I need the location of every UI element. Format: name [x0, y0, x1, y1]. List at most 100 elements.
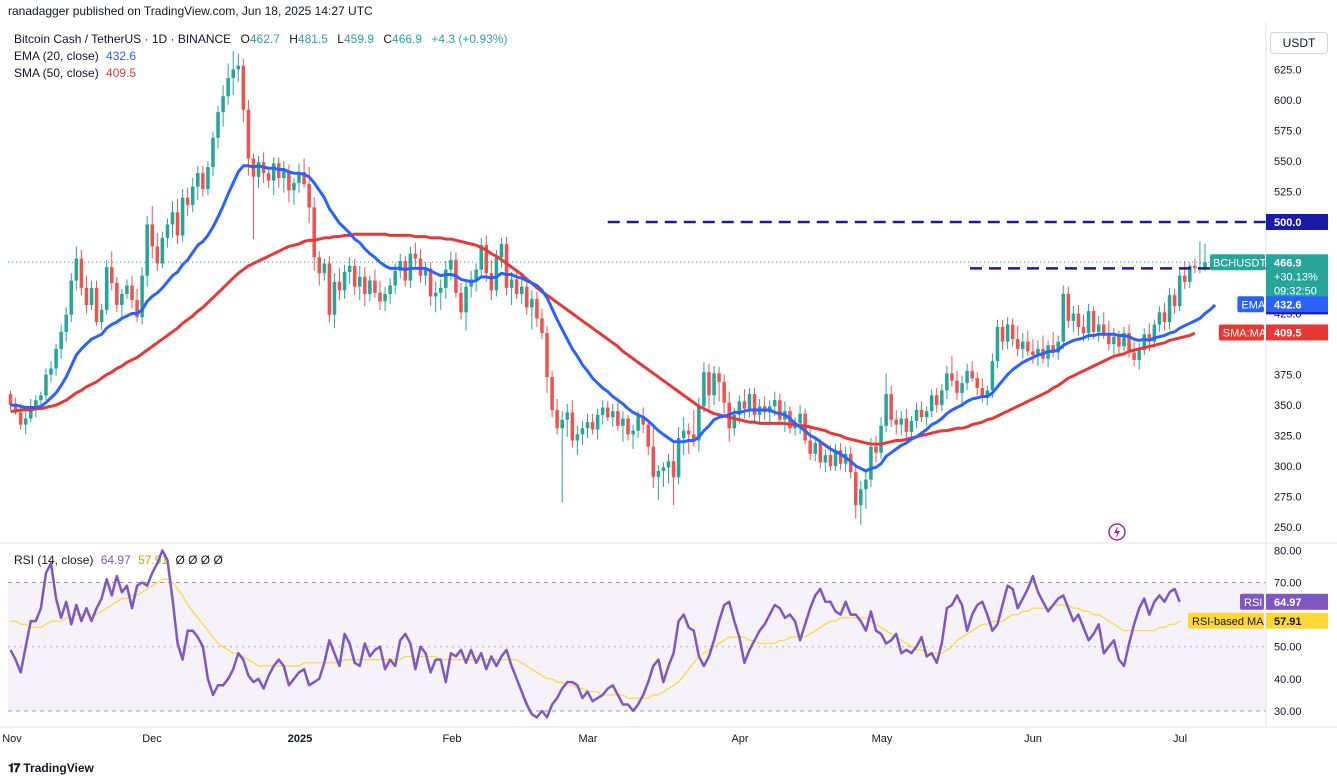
candle-body	[1142, 334, 1147, 351]
candle-body	[1010, 324, 1015, 340]
last-price-change: +30.13%	[1274, 271, 1318, 283]
candle-body	[626, 418, 630, 435]
rsi-ma-badge-label-bg	[1188, 612, 1264, 629]
candle-body	[717, 373, 721, 382]
candle-body	[1127, 333, 1131, 353]
candle-body	[150, 224, 155, 247]
ohlc-change: +4.3 (+0.93%)	[431, 32, 508, 46]
candle-body	[509, 279, 514, 288]
sma-legend-value: 409.5	[106, 66, 137, 80]
candle-body	[494, 257, 499, 291]
rsi-legend[interactable]: RSI (14, close) 64.97 57.91 Ø Ø Ø Ø	[14, 553, 223, 567]
candle-body	[565, 412, 570, 420]
candle-body	[211, 137, 215, 168]
candle-body	[697, 406, 701, 441]
candle-body	[580, 428, 585, 435]
candle-body	[1193, 265, 1197, 269]
candle-body	[104, 267, 109, 310]
candle-body	[859, 489, 863, 506]
candle-body	[1157, 312, 1162, 325]
candle-body	[945, 373, 949, 391]
candle-body	[1101, 324, 1106, 335]
candle-body	[884, 394, 888, 426]
candle-body	[585, 422, 590, 429]
candle-body	[1147, 334, 1152, 342]
candle-body	[611, 411, 615, 418]
candle-body	[924, 411, 929, 418]
rsi-legend-value: 64.97	[100, 553, 131, 567]
ema-legend[interactable]: EMA (20, close) 432.6	[14, 49, 136, 63]
candle-body	[869, 446, 873, 480]
sma-badge-label-bg	[1218, 324, 1264, 341]
candle-body	[955, 380, 959, 393]
candle-body	[29, 406, 33, 419]
candle-body	[504, 243, 509, 288]
time-tick-label: Apr	[731, 733, 748, 745]
time-tick-label: May	[872, 733, 893, 745]
candle-body	[312, 207, 316, 258]
candle-body	[864, 479, 868, 490]
candle-body	[1071, 313, 1076, 321]
candle-body	[302, 171, 306, 185]
ema-legend-value: 432.6	[106, 49, 137, 63]
candle-body	[160, 237, 165, 264]
candle-body	[130, 285, 134, 301]
publish-info: ranadagger published on TradingView.com,…	[8, 4, 373, 18]
candle-body	[621, 418, 625, 426]
time-tick-label: Jul	[1173, 733, 1187, 745]
price-tick-label: 525.0	[1274, 186, 1302, 198]
last-price-badge-bg	[1266, 254, 1328, 299]
candle-body	[894, 419, 899, 425]
candle-body	[444, 269, 448, 288]
rsi-line	[9, 549, 1181, 719]
candle-body	[54, 348, 58, 369]
candle-body	[347, 265, 352, 273]
candle-body	[89, 287, 94, 305]
candle-body	[1107, 334, 1111, 345]
sma-legend[interactable]: SMA (50, close) 409.5	[14, 66, 136, 80]
time-tick-label: Mar	[579, 733, 598, 745]
candle-body	[1066, 294, 1071, 321]
candle-body	[651, 446, 656, 478]
candle-body	[120, 294, 124, 305]
price-tick-label: 600.0	[1274, 95, 1302, 107]
candle-body	[1031, 351, 1035, 356]
candle-body	[575, 434, 580, 441]
candle-body	[747, 394, 752, 409]
time-tick-label: Feb	[443, 733, 462, 745]
candle-body	[681, 430, 686, 439]
symbol-badge-label: BCHUSDT	[1213, 257, 1266, 269]
candle-body	[49, 368, 53, 375]
candle-body	[970, 370, 974, 379]
candle-body	[1081, 326, 1086, 334]
sma-badge-value: 409.5	[1274, 327, 1302, 339]
price-tick-label: 350.0	[1274, 400, 1302, 412]
candle-body	[909, 420, 914, 432]
candle-body	[732, 414, 737, 429]
candle-body	[1015, 339, 1020, 349]
tradingview-brand[interactable]: 𝟏𝟕 TradingView	[8, 761, 94, 776]
candle-body	[742, 401, 747, 409]
ema-badge: EMA 432.6	[1237, 296, 1328, 313]
candle-body	[525, 286, 529, 308]
candle-body	[980, 387, 985, 398]
candle-body	[337, 281, 342, 291]
candle-body	[1026, 341, 1030, 352]
candle-body	[271, 163, 276, 181]
candle-body	[221, 96, 225, 113]
candle-body	[919, 409, 924, 418]
candle-body	[712, 373, 716, 396]
candle-body	[904, 418, 909, 432]
candle-body	[64, 314, 68, 332]
candle-body	[266, 173, 271, 181]
candle-body	[661, 467, 666, 471]
candle-body	[246, 109, 251, 159]
currency-button[interactable]: USDT	[1270, 32, 1328, 54]
symbol-title[interactable]: Bitcoin Cash / TetherUS · 1D · BINANCE	[14, 32, 232, 46]
rsi-legend-extra: Ø Ø Ø Ø	[175, 553, 223, 567]
candle-body	[666, 461, 671, 468]
candle-body	[1021, 341, 1025, 349]
candle-body	[1137, 350, 1141, 360]
candle-body	[479, 245, 483, 270]
